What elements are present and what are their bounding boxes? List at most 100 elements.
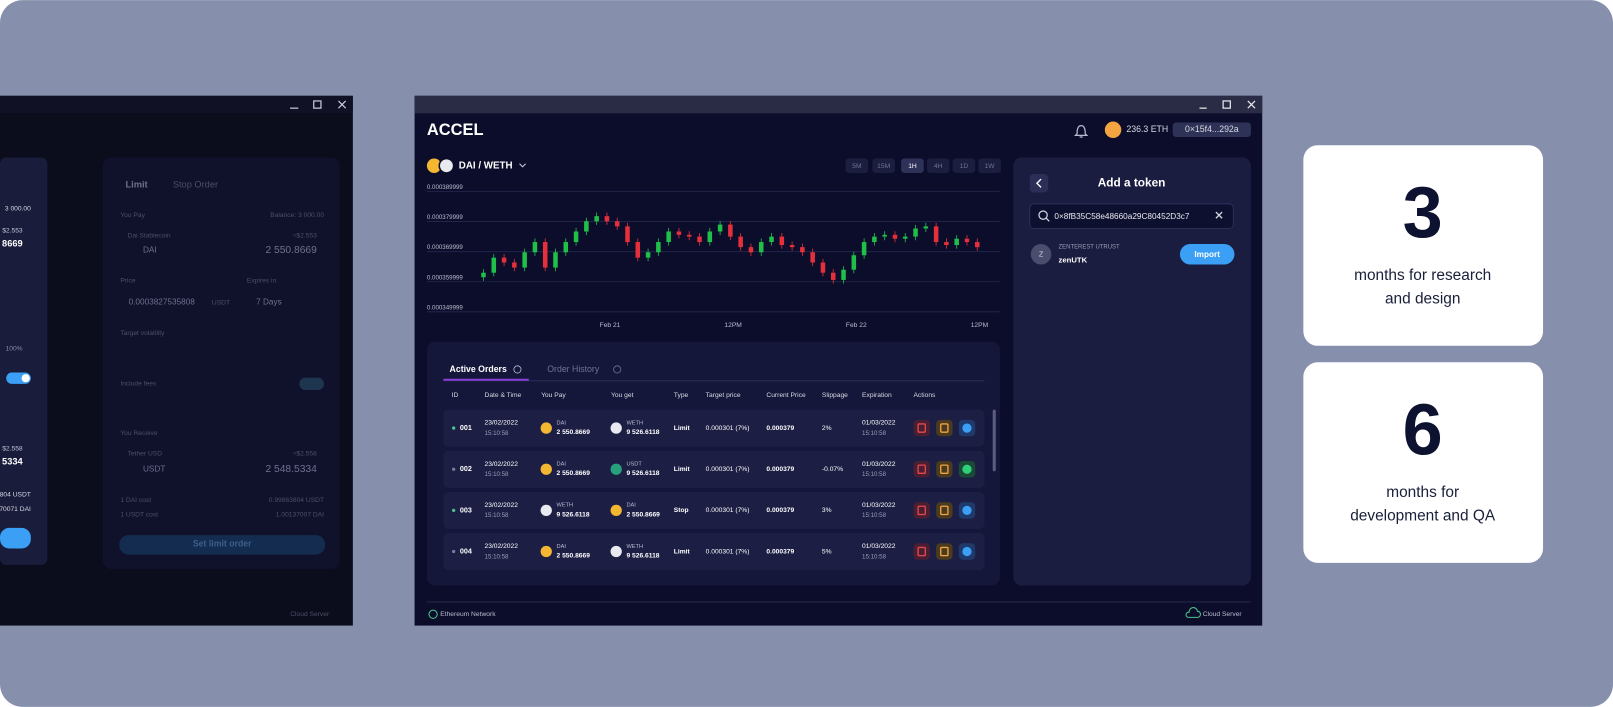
- search-box[interactable]: [1029, 203, 1234, 230]
- label: ≈$2.558: [293, 451, 317, 458]
- action-icon: [940, 546, 949, 557]
- label: $2.558: [2, 445, 23, 452]
- timeframe-button[interactable]: [845, 158, 869, 173]
- bell-icon: [1074, 125, 1089, 138]
- search-text: 0×8fB35C58e48660a29C80452D3c7: [1054, 212, 1189, 221]
- label: 5334: [2, 456, 23, 466]
- action-button[interactable]: [936, 543, 953, 560]
- network-icon: [428, 609, 438, 619]
- candle-body: [686, 234, 692, 237]
- label: Z: [1039, 250, 1044, 259]
- candle-body: [820, 262, 826, 273]
- label: 2 550.8669: [626, 511, 660, 518]
- main-titlebar: [414, 95, 1263, 114]
- candle-body: [614, 221, 620, 227]
- timeframe-button[interactable]: [952, 158, 976, 173]
- action-icon: [962, 505, 972, 516]
- action-button[interactable]: [913, 460, 930, 478]
- label: 15:10:58: [485, 512, 510, 519]
- column-header: ID: [452, 392, 459, 399]
- label: DAI: [557, 462, 567, 468]
- import-button[interactable]: [1179, 243, 1235, 265]
- label: 15:10:58: [862, 430, 887, 437]
- label: Limit: [126, 180, 148, 190]
- candle-body: [604, 216, 610, 222]
- label: Ethereum Network: [440, 611, 496, 618]
- action-button[interactable]: [913, 502, 930, 519]
- candle-body: [810, 252, 815, 263]
- label: Balance: 3 000.00: [270, 212, 324, 219]
- candle-body: [892, 234, 898, 239]
- token-icon: [610, 545, 622, 558]
- label: 3 000.00: [5, 206, 31, 213]
- action-button[interactable]: [936, 460, 953, 478]
- label: 2 550.8669: [265, 245, 317, 256]
- status-dot: [452, 549, 456, 554]
- label: 23/02/2022: [485, 543, 519, 550]
- column-header: Current Price: [766, 392, 806, 399]
- label: 0.000301 (7%): [706, 466, 750, 473]
- candle-body: [707, 231, 713, 243]
- x-tick-label: 12PM: [724, 322, 742, 329]
- tab[interactable]: Active Orders: [450, 364, 507, 374]
- back-button[interactable]: [1029, 173, 1049, 193]
- candle-body: [738, 236, 743, 248]
- label: 9 526.6118: [626, 552, 659, 559]
- candle-body: [800, 247, 805, 253]
- timeframe-button[interactable]: [872, 158, 895, 173]
- candle-body: [553, 252, 558, 268]
- stat-card: [1303, 362, 1544, 563]
- timeframe-button[interactable]: [978, 158, 1001, 173]
- left-window-controls: [290, 100, 347, 109]
- candle-body: [789, 245, 795, 248]
- stat-number: 6: [1403, 390, 1443, 470]
- status-dot: [452, 426, 456, 430]
- stat-caption: months for: [1386, 484, 1459, 501]
- label: 0.000379: [766, 507, 794, 514]
- column-header: Date & Time: [485, 392, 522, 399]
- label: 01/03/2022: [862, 420, 896, 427]
- clear-icon[interactable]: [1215, 211, 1223, 219]
- candle-body: [758, 242, 764, 253]
- timeframe-button[interactable]: [926, 158, 950, 173]
- stat-card: [1303, 145, 1544, 346]
- label: Target volatility: [120, 330, 165, 337]
- label: 23/02/2022: [485, 420, 519, 427]
- label: 8669: [2, 238, 23, 248]
- label: 1.00137007 DAI: [276, 511, 324, 518]
- candle-body: [841, 269, 846, 280]
- order-row: [443, 491, 985, 529]
- tab[interactable]: Order History: [547, 364, 600, 374]
- label: 1 DAI cost: [120, 497, 151, 504]
- import-label[interactable]: Import: [1194, 250, 1220, 259]
- timeframe-button[interactable]: [901, 158, 924, 173]
- label: 804 USDT: [0, 492, 31, 499]
- column-header: Expiration: [862, 392, 892, 399]
- label: 15:10:58: [485, 553, 510, 560]
- order-row: [443, 409, 985, 447]
- action-button[interactable]: [913, 543, 930, 560]
- label: 100%: [6, 346, 23, 353]
- label: 0.000301 (7%): [706, 425, 750, 432]
- label: 2 548.5334: [265, 464, 317, 475]
- panel-title: Add a token: [1098, 175, 1166, 189]
- label: Price: [120, 278, 135, 285]
- action-button[interactable]: [936, 502, 953, 519]
- label: 01/03/2022: [862, 502, 896, 509]
- stat-caption: months for research: [1354, 267, 1491, 284]
- action-button[interactable]: [936, 419, 953, 437]
- label: You Receive: [120, 430, 158, 437]
- order-row: [443, 450, 985, 488]
- label: 0.000301 (7%): [706, 507, 750, 514]
- label: 15:10:58: [862, 512, 887, 519]
- label: 15:10:58: [862, 553, 887, 560]
- action-button[interactable]: [913, 419, 930, 437]
- search-icon-handle: [1045, 217, 1050, 222]
- label: Stop Order: [173, 180, 218, 190]
- modal-button: [0, 527, 31, 549]
- candle-body: [933, 226, 939, 243]
- label: 70071 DAI: [0, 506, 31, 513]
- label: -0.07%: [822, 466, 843, 473]
- timeframe-label: 15M: [877, 163, 890, 170]
- search-icon: [1038, 210, 1048, 220]
